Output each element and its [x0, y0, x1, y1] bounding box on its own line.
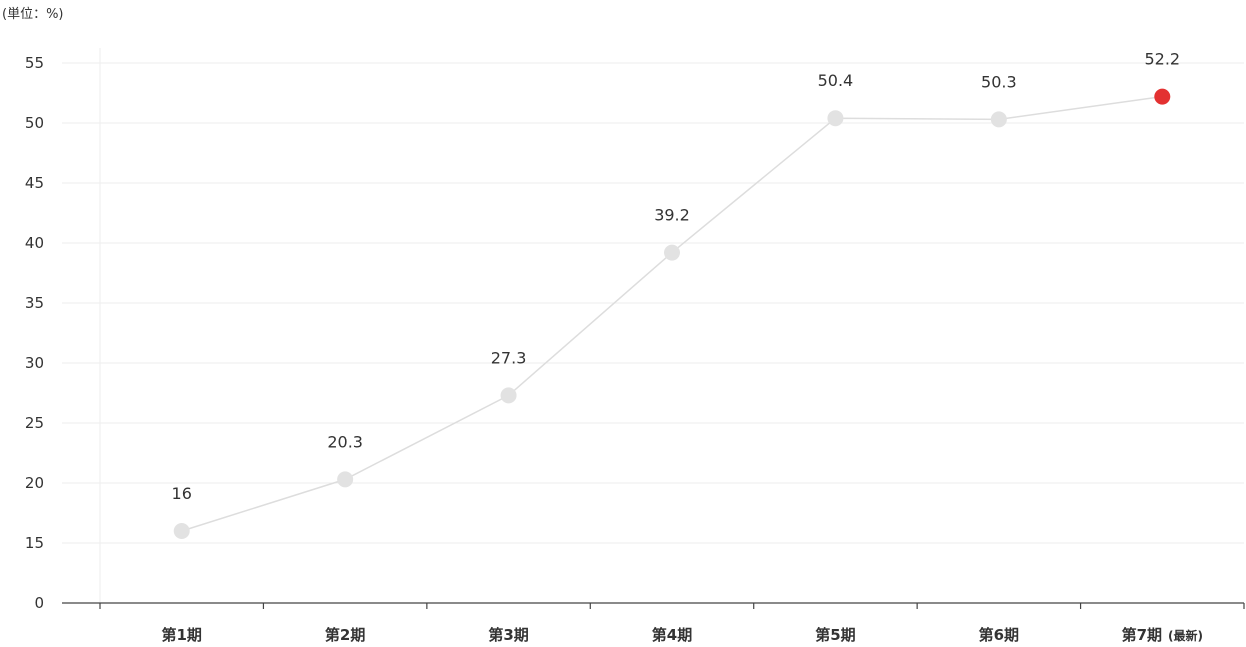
data-point — [827, 110, 844, 127]
y-tick-label: 30 — [25, 354, 44, 372]
y-tick-label: 45 — [25, 174, 44, 192]
data-point — [664, 244, 680, 261]
unit-label: (単位：%) — [2, 7, 64, 22]
data-labels: 16 20.3 27.3 39.2 50.4 50.3 52.2 — [172, 50, 1181, 503]
data-point-latest — [1154, 88, 1171, 105]
data-point — [990, 111, 1007, 128]
x-tick-label: 第1期 — [161, 626, 201, 644]
series-line — [181, 95, 1163, 532]
series-line-path — [181, 95, 1163, 532]
data-label: 27.3 — [491, 348, 527, 367]
x-tick-label: 第3期 — [488, 626, 528, 644]
grid-lines — [62, 62, 1244, 544]
x-tick-label: 第4期 — [652, 626, 692, 644]
data-point — [173, 523, 190, 539]
y-tick-label: 25 — [25, 414, 44, 432]
data-label: 50.4 — [818, 71, 854, 90]
y-tick-label: 20 — [25, 474, 44, 492]
y-tick-labels: 0 15 20 25 30 35 40 45 50 55 — [25, 54, 44, 612]
data-points — [173, 88, 1171, 539]
y-tick-label: 35 — [25, 294, 44, 312]
data-point — [337, 471, 354, 488]
x-tick-label: 第6期 — [979, 626, 1019, 644]
data-label: 20.3 — [327, 432, 363, 451]
y-tick-label: 40 — [25, 234, 44, 252]
data-label: 52.2 — [1144, 50, 1180, 69]
data-label: 39.2 — [654, 206, 690, 225]
x-tick-label: 第5期 — [815, 626, 855, 644]
y-tick-label: 50 — [25, 114, 44, 132]
y-tick-label: 55 — [25, 54, 44, 72]
x-tick-label: 第7期 (最新) — [1122, 626, 1203, 644]
y-tick-label: 15 — [25, 534, 44, 552]
axes — [62, 48, 1245, 609]
x-tick-labels: 第1期 第2期 第3期 第4期 第5期 第6期 第7期 (最新) — [161, 626, 1203, 644]
data-label: 16 — [172, 484, 192, 503]
data-label: 50.3 — [981, 72, 1017, 91]
x-tick-label: 第2期 — [325, 626, 365, 644]
y-tick-label: 0 — [34, 594, 44, 612]
data-point — [500, 387, 517, 404]
